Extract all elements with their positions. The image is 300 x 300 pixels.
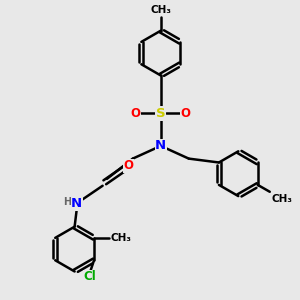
Text: N: N	[71, 197, 82, 210]
Text: O: O	[181, 107, 191, 120]
Text: S: S	[156, 107, 166, 120]
Text: O: O	[124, 159, 134, 172]
Text: CH₃: CH₃	[150, 5, 171, 15]
Text: Cl: Cl	[83, 270, 96, 283]
Text: N: N	[155, 139, 166, 152]
Text: O: O	[131, 107, 141, 120]
Text: CH₃: CH₃	[272, 194, 293, 203]
Text: CH₃: CH₃	[111, 233, 132, 243]
Text: H: H	[64, 197, 72, 207]
